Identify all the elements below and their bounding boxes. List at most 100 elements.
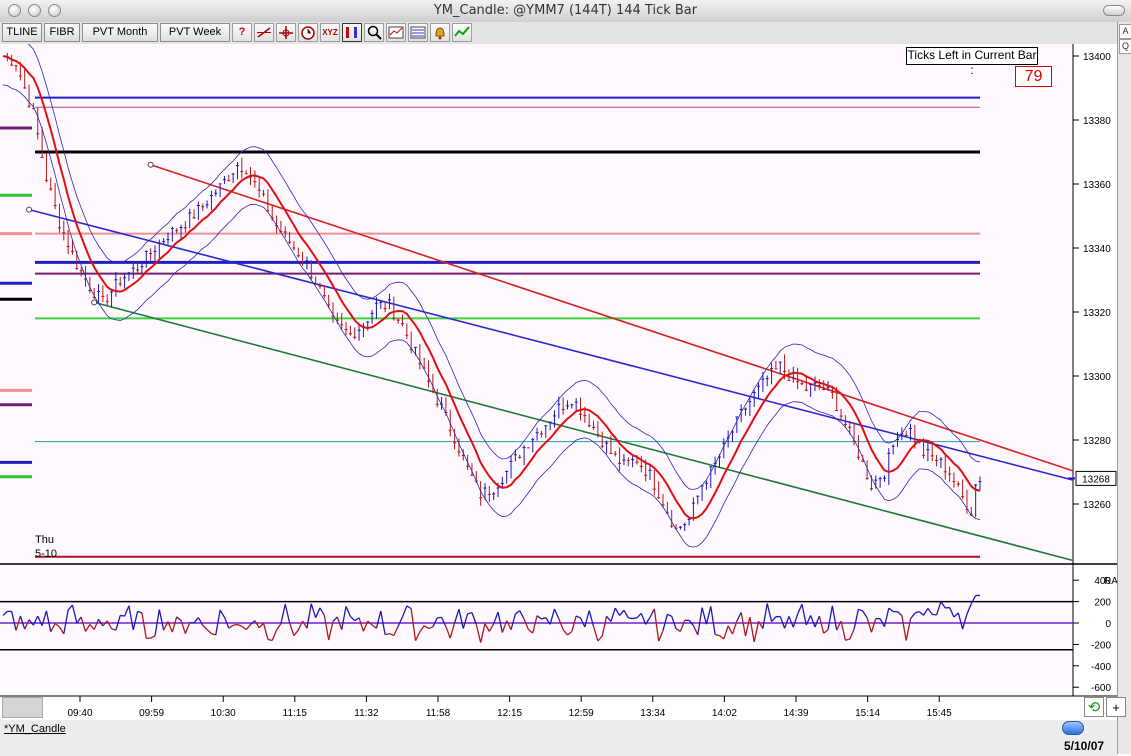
ticks-left-value: 79 [1015, 66, 1052, 87]
alert-bell-icon[interactable] [430, 23, 450, 42]
price-tick-label: 13300 [1083, 372, 1111, 383]
osc-segment [957, 612, 964, 630]
osc-segment [645, 617, 651, 625]
strip-top-button[interactable]: A [1119, 24, 1131, 39]
osc-segment [233, 623, 238, 626]
osc-segment [845, 638, 850, 641]
osc-segment [940, 601, 946, 609]
osc-segment [245, 624, 251, 630]
osc-segment [258, 622, 265, 629]
osc-segment [206, 629, 212, 635]
osc-segment [154, 609, 160, 637]
price-tick-label: 13400 [1083, 52, 1111, 63]
zoom-icon[interactable] [364, 23, 384, 42]
window-titlebar: YM_Candle: @YMM7 (144T) 144 Tick Bar [0, 0, 1131, 23]
chart-analysis-icon[interactable] [386, 23, 406, 42]
osc-segment [467, 611, 473, 615]
toolbar-toggle-icon[interactable] [1103, 5, 1125, 16]
clock-icon[interactable] [298, 23, 318, 42]
osc-segment [2, 610, 8, 616]
time-tick-label: 10:30 [211, 708, 236, 719]
osc-segment [701, 607, 708, 625]
osc-segment [223, 616, 230, 629]
osc-tick-label: -200 [1091, 640, 1111, 651]
add-icon[interactable]: + [1106, 697, 1126, 717]
osc-segment [271, 629, 278, 641]
time-tick-label: 13:34 [640, 708, 665, 719]
osc-segment [406, 605, 412, 610]
minimize-window-icon[interactable] [28, 4, 41, 17]
osc-segment [675, 628, 681, 633]
osc-segment [336, 616, 343, 630]
osc-segment [532, 615, 538, 634]
osc-segment [393, 626, 399, 636]
scroll-corner[interactable] [2, 697, 43, 718]
osc-segment [267, 638, 273, 642]
pvt-month-button[interactable]: PVT Month [82, 23, 158, 42]
zoom-window-icon[interactable] [48, 4, 61, 17]
osc-segment [458, 609, 464, 629]
osc-segment [797, 604, 803, 615]
osc-tick-label: 0 [1105, 619, 1111, 630]
osc-segment [814, 615, 820, 628]
cursor-select-icon[interactable] [342, 23, 362, 42]
osc-segment [858, 608, 864, 612]
trendline-0 [150, 164, 1074, 472]
osc-segment [932, 613, 937, 616]
refresh-icon[interactable]: ⟲ [1084, 697, 1104, 717]
crosshair-icon[interactable] [276, 23, 296, 42]
osc-segment [93, 619, 100, 630]
osc-segment [250, 620, 256, 626]
osc-segment [158, 609, 165, 631]
osc-segment [310, 603, 317, 618]
osc-segment [380, 610, 386, 635]
xyz-icon[interactable]: XYZ [320, 23, 340, 42]
osc-segment [401, 605, 408, 618]
osc-segment [80, 616, 87, 632]
help-icon[interactable]: ? [232, 23, 252, 42]
osc-segment [792, 613, 799, 628]
trendline-anchor-2 [91, 299, 98, 306]
osc-segment [24, 619, 30, 630]
ticks-left-label: Ticks Left in Current Bar : [906, 47, 1038, 77]
osc-segment [658, 630, 664, 642]
osc-segment [805, 615, 812, 626]
trendline-1 [28, 208, 1074, 481]
osc-segment [567, 630, 573, 636]
osc-segment [341, 606, 347, 630]
osc-segment [141, 612, 147, 639]
osc-segment [197, 617, 204, 626]
osc-segment [584, 610, 590, 628]
scroll-thumb[interactable] [1062, 721, 1084, 735]
strategy-icon[interactable] [452, 23, 472, 42]
indicator-icon[interactable] [408, 23, 428, 42]
close-window-icon[interactable] [8, 4, 21, 17]
osc-segment [610, 607, 616, 622]
draw-line-icon[interactable] [254, 23, 274, 42]
osc-segment [414, 631, 421, 641]
osc-segment [653, 608, 660, 642]
pvt-week-button[interactable]: PVT Week [160, 23, 230, 42]
time-tick-label: 14:02 [712, 708, 737, 719]
osc-segment [445, 626, 451, 639]
osc-segment [15, 615, 21, 631]
sheet-tab[interactable]: *YM_Candle [4, 723, 66, 735]
tline-button[interactable]: TLINE [2, 23, 42, 42]
osc-segment [636, 612, 642, 619]
osc-segment [628, 617, 633, 620]
osc-segment [437, 616, 442, 619]
fibr-button[interactable]: FIBR [44, 23, 80, 42]
toolbar: TLINE FIBR PVT Month PVT Week ? XYZ [0, 22, 1131, 45]
osc-segment [692, 625, 699, 636]
strip-bottom-button[interactable]: Q [1119, 39, 1131, 54]
osc-segment [879, 618, 886, 627]
osc-segment [428, 626, 434, 630]
osc-segment [432, 617, 438, 628]
osc-segment [293, 629, 299, 637]
osc-segment [254, 620, 260, 629]
osc-segment [215, 610, 221, 635]
osc-segment [519, 610, 525, 620]
bottom-bar [0, 720, 1117, 756]
osc-segment [19, 615, 26, 630]
osc-segment [228, 624, 234, 629]
